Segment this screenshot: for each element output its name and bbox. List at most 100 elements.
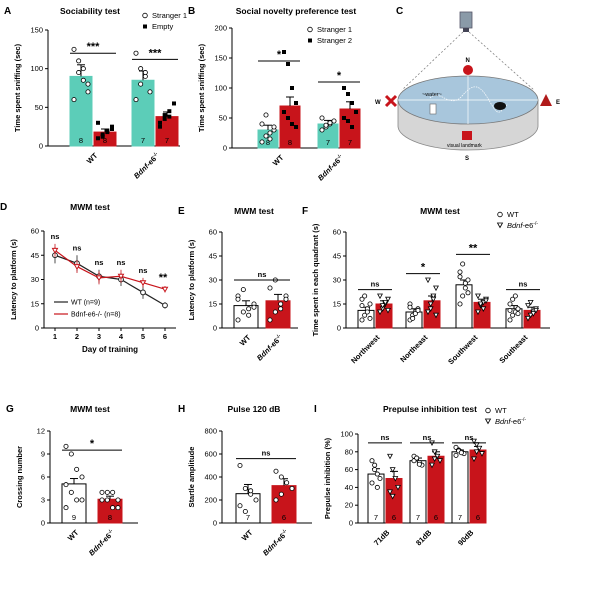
data-point xyxy=(253,497,259,503)
y-axis-label: Startle amplitude xyxy=(187,447,196,508)
n-label: 8 xyxy=(108,513,112,522)
data-point xyxy=(429,462,435,469)
n-label: 6 xyxy=(282,513,286,522)
data-point xyxy=(346,92,350,96)
x-group-label: Southwest xyxy=(446,333,480,367)
data-point xyxy=(350,101,354,105)
data-point xyxy=(342,86,346,90)
data-point xyxy=(510,312,516,318)
east-label: E xyxy=(556,100,560,106)
west-label: W xyxy=(375,100,381,106)
data-point xyxy=(507,307,513,313)
data-point xyxy=(385,308,391,314)
data-point xyxy=(471,456,477,463)
data-point xyxy=(167,109,172,114)
y-tick-label: 12 xyxy=(37,427,45,436)
data-point xyxy=(246,306,252,312)
data-point xyxy=(162,302,168,309)
data-point xyxy=(369,458,375,464)
mouse-icon xyxy=(494,102,506,110)
panel-letter: D xyxy=(0,202,7,213)
data-point xyxy=(284,480,290,486)
landmark-label: visual landmark xyxy=(447,143,482,149)
data-point xyxy=(278,491,284,497)
data-point xyxy=(142,70,148,76)
data-point xyxy=(327,120,333,126)
significance-label: ns xyxy=(262,449,271,458)
data-point xyxy=(162,113,167,118)
data-point xyxy=(382,300,389,306)
y-tick-label: 0 xyxy=(35,324,39,333)
data-point xyxy=(133,50,139,56)
data-point xyxy=(465,290,471,296)
data-point xyxy=(374,471,380,477)
data-point xyxy=(412,311,418,317)
significance-label: ns xyxy=(423,433,432,442)
data-point xyxy=(73,264,81,271)
legend-label: WT (n=9) xyxy=(71,300,100,307)
data-point xyxy=(105,130,110,135)
data-point xyxy=(362,293,368,299)
data-point xyxy=(267,285,273,291)
n-label: 7 xyxy=(458,513,462,522)
x-group-label: 71dB xyxy=(372,528,392,548)
data-point xyxy=(389,493,396,500)
swim-path xyxy=(429,86,509,113)
data-point xyxy=(290,122,294,126)
y-tick-label: 800 xyxy=(204,427,217,436)
significance-label: ns xyxy=(371,280,380,289)
data-point xyxy=(407,304,413,310)
chart-title: MWM test xyxy=(70,404,110,414)
data-point xyxy=(462,280,468,286)
panel-b: B Social novelty preference test 0 50 100 150… xyxy=(188,6,361,183)
x-group-label: Bdnf-e6-/- xyxy=(132,151,162,181)
y-tick-label: 30 xyxy=(333,276,341,285)
y-tick-label: 9 xyxy=(41,450,45,459)
series-line xyxy=(54,254,166,306)
data-point xyxy=(80,66,86,72)
data-point xyxy=(235,317,241,323)
data-point xyxy=(263,112,269,118)
data-point xyxy=(158,120,162,125)
data-point xyxy=(416,461,422,467)
data-point xyxy=(259,139,265,145)
y-tick-label: 15 xyxy=(31,299,39,308)
panel-letter: I xyxy=(314,404,317,415)
significance-label: *** xyxy=(149,47,163,59)
data-point xyxy=(158,124,162,129)
data-point xyxy=(350,125,354,129)
data-point xyxy=(71,46,77,52)
data-point xyxy=(372,462,378,468)
y-tick-label: 6 xyxy=(41,473,45,482)
legend-label: Bdnf-e6-/- (n=8) xyxy=(71,312,121,319)
data-point xyxy=(359,303,365,309)
data-point xyxy=(133,97,139,103)
data-point xyxy=(290,86,294,90)
legend-label: Bdnf-e6-/- xyxy=(495,417,526,426)
y-tick-label: 60 xyxy=(31,227,39,236)
data-point xyxy=(430,296,437,303)
data-point xyxy=(374,484,380,490)
view-line-right xyxy=(468,31,535,91)
chart-title: Pulse 120 dB xyxy=(228,404,281,414)
data-point xyxy=(515,306,521,312)
data-point xyxy=(85,81,91,87)
n-label: 6 xyxy=(476,513,480,522)
data-point xyxy=(267,317,273,323)
legend-label: Stranger 1 xyxy=(152,11,187,20)
data-point xyxy=(278,306,284,312)
data-point xyxy=(172,101,176,106)
data-point xyxy=(289,485,295,491)
data-point xyxy=(240,309,246,315)
data-point xyxy=(263,133,269,139)
camera-icon xyxy=(459,11,473,29)
data-point xyxy=(346,119,350,123)
chart-title: MWM test xyxy=(234,206,274,216)
data-point xyxy=(294,125,298,129)
data-point xyxy=(323,122,329,128)
data-point xyxy=(104,489,110,495)
data-point xyxy=(477,301,484,308)
legend-marker xyxy=(143,24,147,29)
x-group-label: Bdnf-e6-/- xyxy=(87,528,117,558)
